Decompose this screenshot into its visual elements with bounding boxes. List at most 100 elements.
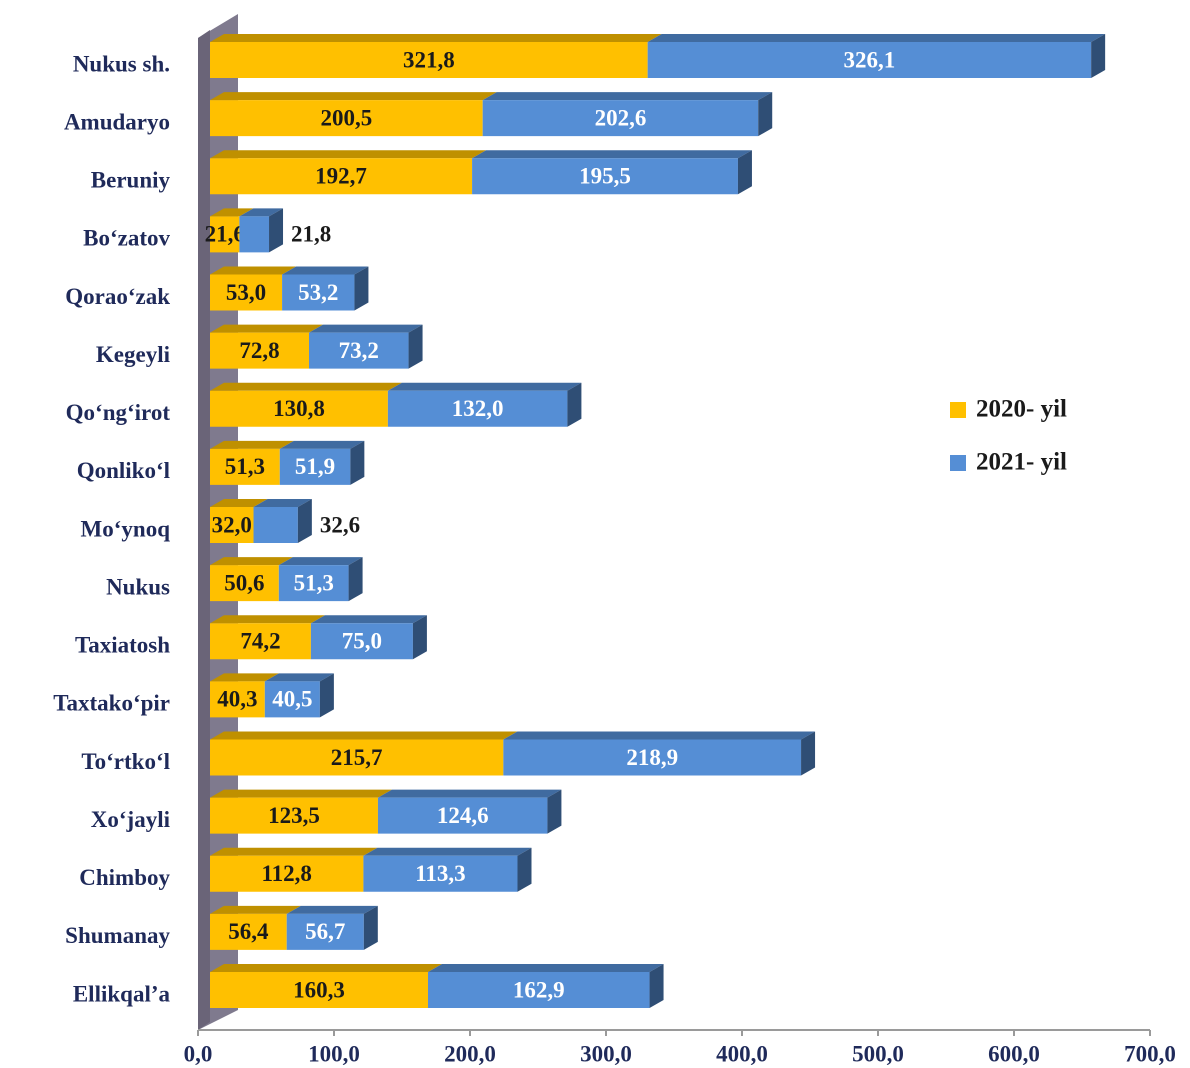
bar-top: [282, 266, 369, 275]
value-label: 162,9: [513, 977, 565, 1002]
bar: [210, 972, 429, 1008]
wall-edge: [198, 30, 210, 1030]
bar-side: [363, 905, 378, 950]
bar: [210, 623, 311, 660]
value-label: 40,3: [217, 687, 257, 712]
bar-top: [210, 34, 662, 42]
category-label: Chimboy: [79, 865, 170, 890]
bar-top: [279, 440, 365, 449]
bar: [253, 507, 298, 543]
bar: [210, 448, 280, 485]
bar-side: [348, 557, 363, 602]
bar: [210, 100, 483, 137]
bar: [428, 972, 650, 1008]
bar-side: [567, 382, 582, 427]
bar: [387, 390, 568, 427]
category-label: Bo‘zatov: [83, 226, 170, 251]
category-label: Nukus sh.: [73, 51, 170, 76]
category-label: Qonliko‘l: [77, 458, 170, 483]
bar-side: [758, 92, 773, 137]
bar-top: [210, 208, 254, 217]
category-label: Xo‘jayli: [91, 807, 171, 832]
value-label: 124,6: [437, 803, 489, 828]
bar-top: [210, 499, 268, 507]
category-label: Taxtako‘pir: [53, 691, 170, 716]
category-label: Kegeyli: [96, 342, 171, 367]
bar: [210, 681, 265, 718]
x-tick-label: 600,0: [988, 1041, 1040, 1066]
bar: [503, 739, 802, 776]
category-label: Amudaryo: [64, 109, 170, 134]
bar-top: [278, 557, 363, 566]
bar-top: [210, 266, 297, 275]
bar-side: [547, 789, 562, 834]
value-label: 218,9: [626, 745, 678, 770]
bar-top: [210, 440, 294, 449]
bar: [210, 507, 254, 543]
value-label: 326,1: [844, 47, 896, 72]
bar-top: [210, 731, 518, 740]
value-label: 132,0: [452, 396, 504, 421]
value-label: 53,2: [298, 280, 338, 305]
category-label: Taxiatosh: [75, 633, 170, 658]
bar: [310, 623, 413, 660]
bar: [282, 274, 355, 311]
value-label: 53,0: [226, 280, 266, 305]
value-label: 195,5: [579, 164, 631, 189]
bar: [239, 216, 270, 253]
bar: [210, 390, 388, 427]
value-label: 32,0: [212, 512, 252, 537]
bar: [377, 797, 548, 834]
bar-top: [210, 382, 402, 391]
bar-top: [309, 324, 423, 333]
bar-top: [210, 673, 279, 682]
category-label: Ellikqal’a: [73, 981, 171, 1006]
x-tick-label: 300,0: [580, 1041, 632, 1066]
bar-top: [210, 789, 392, 798]
bar: [264, 681, 320, 718]
value-label: 192,7: [315, 164, 367, 189]
bar-top: [363, 847, 532, 856]
value-label: 21,6: [205, 222, 245, 247]
value-label: 113,3: [415, 861, 465, 886]
value-label: 72,8: [239, 338, 279, 363]
value-label: 112,8: [261, 861, 311, 886]
x-tick-label: 400,0: [716, 1041, 768, 1066]
value-label: 50,6: [224, 570, 264, 595]
value-label: 51,9: [295, 454, 335, 479]
bar-top: [210, 905, 301, 914]
bar-side: [297, 499, 312, 543]
value-label: 215,7: [331, 745, 383, 770]
bar: [210, 739, 504, 776]
x-tick-label: 700,0: [1124, 1041, 1176, 1066]
legend-swatch: [950, 402, 966, 418]
value-label: 160,3: [293, 977, 345, 1002]
bar-side: [354, 266, 369, 311]
bar: [210, 797, 378, 834]
bar-top: [472, 150, 752, 159]
x-tick-label: 0,0: [184, 1041, 213, 1066]
bar-top: [210, 964, 443, 972]
category-label: Qo‘ng‘irot: [66, 400, 171, 425]
bar-side: [408, 324, 423, 369]
legend-swatch: [950, 455, 966, 471]
bar-top: [387, 382, 582, 391]
bar-top: [286, 905, 378, 914]
bar-top: [210, 324, 324, 333]
bar-top: [210, 557, 293, 566]
bar-top: [482, 92, 773, 101]
legend-label: 2021- yil: [976, 449, 1067, 476]
legend-label: 2020- yil: [976, 396, 1067, 423]
bar-top: [210, 150, 487, 159]
bar-top: [428, 964, 664, 972]
value-label: 51,3: [225, 454, 265, 479]
bar-side: [412, 615, 427, 660]
bar: [210, 274, 283, 311]
value-label: 130,8: [273, 396, 325, 421]
value-label: 56,7: [305, 919, 345, 944]
bar-top: [210, 92, 497, 101]
x-tick-label: 100,0: [308, 1041, 360, 1066]
value-label: 200,5: [320, 105, 372, 130]
bar: [363, 855, 518, 892]
